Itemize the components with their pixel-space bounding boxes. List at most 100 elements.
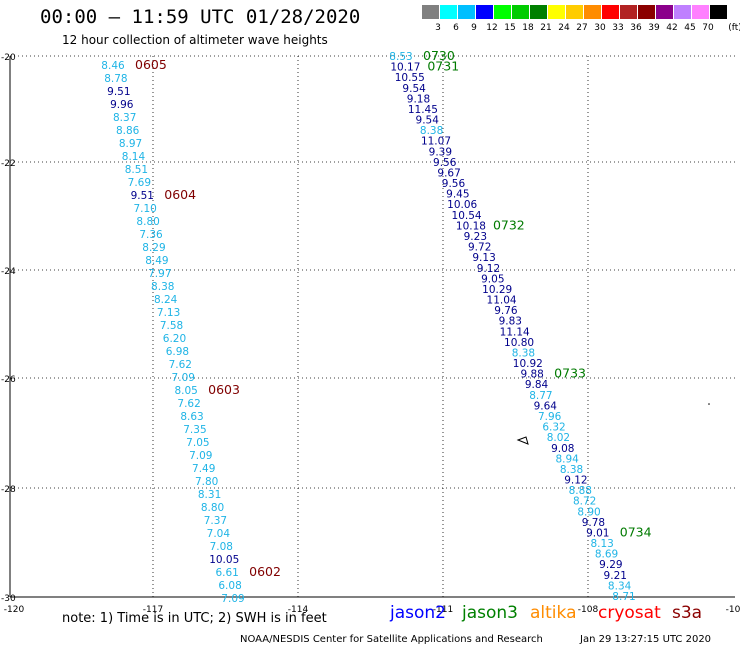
legend-swatch (710, 5, 727, 19)
wave-height-value: 6.98 (166, 346, 189, 358)
legend-label: 36 (630, 23, 642, 33)
wave-height-value: 8.02 (547, 432, 570, 444)
altimeter-tracks: 8.468.789.519.968.378.868.978.148.517.69… (101, 48, 651, 605)
wave-height-value: 8.13 (590, 538, 613, 550)
wave-height-value: 10.17 (390, 62, 420, 74)
wave-height-value: 7.10 (133, 203, 156, 215)
wave-height-value: 10.55 (395, 72, 425, 84)
wave-height-value: 8.38 (151, 281, 174, 293)
wave-height-value: 9.29 (599, 559, 622, 571)
lat-tick-label: -28 (1, 485, 16, 495)
wave-height-value: 10.92 (513, 358, 543, 370)
wave-height-value: 7.05 (186, 437, 209, 449)
wave-height-value: 8.51 (125, 164, 148, 176)
lat-tick-label: -20 (1, 53, 16, 63)
wave-height-value: 8.05 (174, 385, 197, 397)
wave-height-value: 8.24 (154, 294, 178, 306)
lon-tick-label: -108 (578, 605, 599, 615)
lat-tick-label: -26 (1, 375, 16, 385)
wave-height-value: 8.71 (612, 591, 635, 603)
wave-height-value: 9.56 (433, 157, 457, 169)
footer-note: note: 1) Time is in UTC; 2) SWH is in fe… (62, 611, 327, 626)
lat-tick-label: -30 (1, 594, 16, 604)
satellite-name: s3a (672, 603, 703, 623)
legend-label: 21 (540, 23, 552, 33)
lon-tick-label: -111 (433, 605, 453, 615)
lon-tick-label: -117 (143, 605, 163, 615)
wave-height-value: 8.37 (113, 112, 136, 124)
map-subtitle: 12 hour collection of altimeter wave hei… (62, 33, 328, 47)
wave-height-value: 11.14 (500, 326, 530, 338)
legend-label: 45 (684, 23, 696, 33)
wave-height-value: 8.72 (573, 496, 596, 508)
wave-height-value: 7.35 (183, 424, 206, 436)
island-outline (516, 436, 529, 445)
wave-height-value: 8.46 (101, 60, 125, 72)
legend-label: 6 (453, 23, 459, 33)
wave-height-value: 9.23 (464, 231, 487, 243)
wave-height-value: 9.88 (520, 369, 543, 381)
wave-height-value: 8.38 (420, 125, 443, 137)
wave-height-value: 8.29 (142, 242, 165, 254)
track-time-label: 0602 (249, 564, 281, 579)
wave-height-value: 9.72 (468, 242, 491, 254)
legend-label: 39 (648, 23, 660, 33)
wave-height-value: 9.67 (437, 167, 460, 179)
map-grid (9, 55, 735, 598)
wave-height-value: 8.94 (555, 453, 579, 465)
wave-height-value: 9.78 (582, 517, 605, 529)
track-time-label: 0604 (164, 187, 196, 202)
wave-height-value: 8.80 (201, 502, 224, 514)
wave-height-value: 10.18 (456, 220, 486, 232)
wave-height-value: 8.34 (608, 580, 632, 592)
wave-height-value: 9.45 (446, 189, 469, 201)
wave-height-value: 9.18 (407, 93, 430, 105)
wave-height-value: 8.38 (560, 464, 583, 476)
wave-height-value: 6.08 (218, 580, 241, 592)
wave-height-value: 9.08 (551, 443, 574, 455)
track-time-label: 0731 (427, 59, 459, 74)
track-time-label: 0603 (208, 382, 240, 397)
track-time-label: 0734 (620, 524, 652, 539)
legend-swatch (638, 5, 655, 19)
wave-height-value: 9.12 (477, 263, 500, 275)
satellite-name: cryosat (598, 603, 661, 623)
wave-height-value: 10.80 (504, 337, 534, 349)
wave-height-value: 6.32 (542, 422, 565, 434)
axis-tick-labels: -120 -117 -114 -111 -108 -10 -20 -22 -24 -26 -28 -3… (1, 53, 740, 615)
legend-label: 3 (435, 23, 441, 33)
legend-label: 18 (522, 23, 534, 33)
wave-height-value: 10.54 (452, 210, 482, 222)
wave-height-value: 7.04 (207, 528, 231, 540)
wave-height-value: 8.53 (389, 51, 412, 63)
wave-height-value: 8.97 (119, 138, 142, 150)
satellite-name: jason2 (390, 603, 446, 623)
lon-tick-label: -114 (288, 605, 309, 615)
wave-height-value: 8.49 (145, 255, 168, 267)
lon-tick-label: -120 (4, 605, 25, 615)
wave-height-value: 9.84 (525, 379, 549, 391)
wave-height-value: 10.06 (447, 199, 477, 211)
wave-height-value: 7.97 (148, 268, 171, 280)
wave-height-value: 9.05 (481, 273, 504, 285)
wave-height-value: 7.09 (189, 450, 212, 462)
island-dot (708, 403, 710, 405)
wave-height-value: 11.04 (487, 295, 517, 307)
wave-height-value: 8.77 (529, 390, 552, 402)
track-time-label: 0605 (135, 57, 167, 72)
footer-credit: NOAA/NESDIS Center for Satellite Applica… (240, 634, 543, 645)
legend-swatch (602, 5, 619, 19)
wave-height-value: 9.76 (494, 305, 518, 317)
wave-height-value: 7.49 (192, 463, 215, 475)
legend-swatch (512, 5, 529, 19)
legend-unit: (ft) (728, 23, 740, 33)
legend-label: 24 (558, 23, 570, 33)
wave-height-value: 9.96 (110, 99, 134, 111)
legend-swatch (422, 5, 439, 19)
wave-height-value: 8.69 (595, 549, 618, 561)
wave-height-value: 7.96 (538, 411, 562, 423)
legend-swatch (674, 5, 691, 19)
wave-height-value: 7.08 (210, 541, 233, 553)
wave-height-value: 9.12 (564, 475, 587, 487)
